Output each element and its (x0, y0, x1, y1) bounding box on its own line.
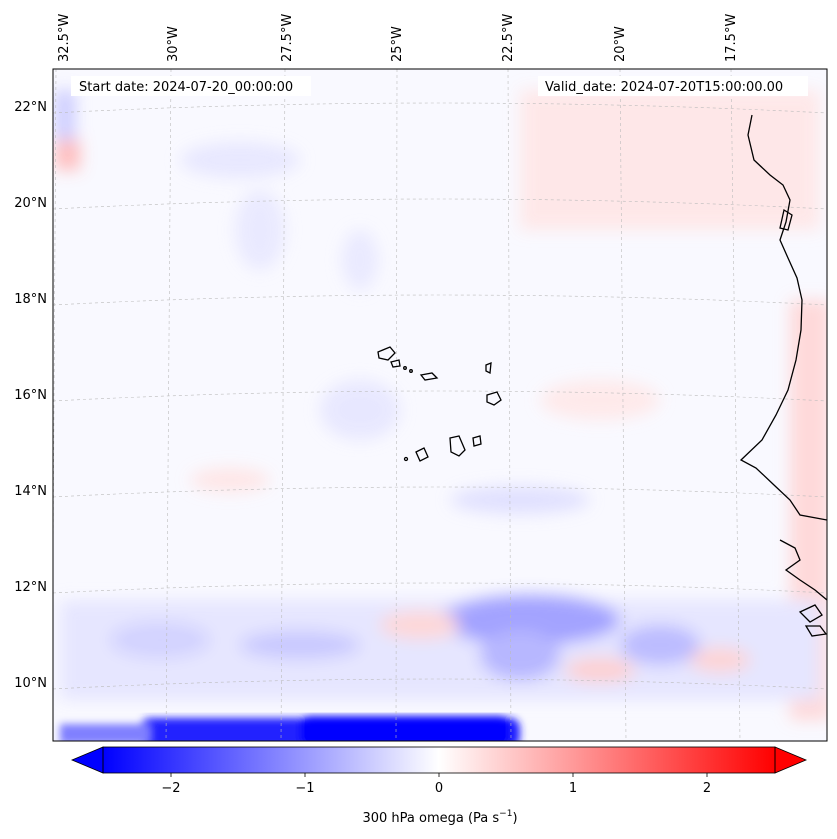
lat-label: 16°N (14, 388, 47, 403)
valid-date-label: Valid_date: 2024-07-20T15:00:00.00 (545, 80, 783, 95)
colorbar-gradient (103, 747, 775, 773)
start-date-label: Start date: 2024-07-20_00:00:00 (79, 80, 293, 95)
start-date-box (71, 76, 311, 96)
colorbar-tick: 1 (569, 781, 577, 796)
island-group (377, 346, 502, 462)
lon-label: 20°W (613, 26, 628, 62)
lon-label: 22.5°W (501, 14, 516, 62)
lon-label: 17.5°W (724, 14, 739, 62)
lon-label: 30°W (166, 26, 181, 62)
colorbar-tick: −2 (161, 781, 180, 796)
lat-label: 12°N (14, 580, 47, 595)
lon-label: 25°W (390, 26, 405, 62)
lat-label: 10°N (14, 676, 47, 691)
latitude-labels: 22°N 20°N 18°N 16°N 14°N 12°N 10°N (14, 100, 47, 691)
colorbar-tick: 2 (703, 781, 711, 796)
lat-label: 14°N (14, 484, 47, 499)
coastline (739, 114, 827, 637)
colorbar-label: 300 hPa omega (Pa s−1) (362, 809, 517, 826)
colorbar-tick: −1 (295, 781, 314, 796)
colorbar-tick: 0 (435, 781, 443, 796)
colorbar-high-extend (774, 746, 808, 774)
colorbar-low-extend (70, 746, 104, 774)
map-frame (52, 68, 828, 742)
valid-date-box (538, 76, 808, 96)
longitude-labels: 32.5°W 30°W 27.5°W 25°W 22.5°W 20°W 17.5… (57, 14, 739, 62)
lat-label: 18°N (14, 292, 47, 307)
lat-label: 22°N (14, 100, 47, 115)
omega-field (53, 69, 827, 741)
gridlines (53, 69, 827, 741)
lat-label: 20°N (14, 196, 47, 211)
lon-label: 27.5°W (280, 14, 295, 62)
colorbar: −2 −1 0 1 2 300 hPa omega (Pa s−1) (70, 746, 808, 826)
lon-label: 32.5°W (57, 14, 72, 62)
